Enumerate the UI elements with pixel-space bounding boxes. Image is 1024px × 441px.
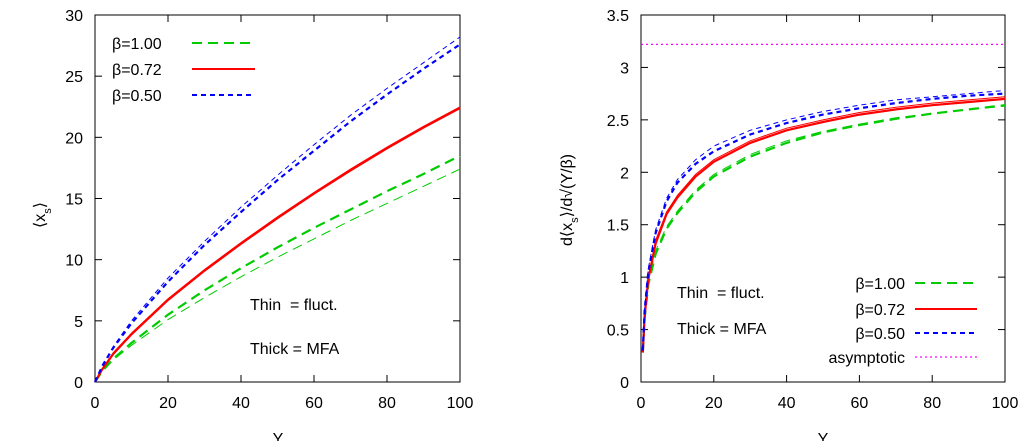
y-tick-label: 3.5 bbox=[607, 8, 629, 25]
legend-label-beta-0.50: β=0.50 bbox=[855, 326, 905, 343]
series-line-β-0.72-thick bbox=[641, 97, 1006, 353]
x-tick-label: 0 bbox=[637, 395, 646, 412]
y-tick-label: 3 bbox=[620, 60, 629, 77]
series-line-β-0.72-thin bbox=[642, 96, 1006, 351]
series-line-β-0.72-thick bbox=[94, 107, 461, 383]
y-tick-label: 0 bbox=[620, 375, 629, 392]
x-tick-label: 80 bbox=[923, 395, 941, 412]
y-tick-label: 25 bbox=[65, 69, 83, 86]
annotation-thin: Thin = fluct. bbox=[250, 297, 338, 314]
x-tick-label: 40 bbox=[778, 395, 796, 412]
y-tick-label: 15 bbox=[65, 192, 83, 209]
legend-label-beta-0.72: β=0.72 bbox=[855, 302, 905, 319]
y-tick-label: 5 bbox=[74, 314, 83, 331]
x-tick-label: 20 bbox=[159, 395, 177, 412]
y-tick-label: 0 bbox=[74, 375, 83, 392]
y-tick-label: 1 bbox=[620, 270, 629, 287]
right-chart: 0 20 40 60 80 100 0 0.5 1 1.5 2 2.5 3 3.5 d⟨xs⟩/d√(Y/… bbox=[559, 8, 1018, 441]
series-group bbox=[94, 36, 461, 383]
legend-label-beta-1.00: β=1.00 bbox=[112, 36, 162, 53]
y-tick-label: 20 bbox=[65, 130, 83, 147]
x-tick-label: 60 bbox=[305, 395, 323, 412]
y-tick-label: 0.5 bbox=[607, 323, 629, 340]
x-tick-label: 60 bbox=[851, 395, 869, 412]
y-axis-label: ⟨xs⟩ bbox=[32, 202, 54, 228]
x-tick-label: 40 bbox=[232, 395, 250, 412]
y-axis-label-subscript: s bbox=[569, 217, 581, 223]
tick-group: 0 20 40 60 80 100 0 5 10 15 20 25 30 bbox=[65, 8, 473, 412]
legend-label-beta-0.72: β=0.72 bbox=[112, 62, 162, 79]
legend-label-beta-0.50: β=0.50 bbox=[112, 88, 162, 105]
legend: β=1.00 β=0.72 β=0.50 bbox=[112, 36, 255, 105]
series-group bbox=[641, 43, 1006, 353]
y-axis-label-subscript: s bbox=[42, 208, 54, 214]
x-tick-label: 0 bbox=[91, 395, 100, 412]
y-tick-label: 2.5 bbox=[607, 113, 629, 130]
y-tick-label: 10 bbox=[65, 253, 83, 270]
y-axis-label: d⟨xs⟩/d√(Y/β) bbox=[559, 154, 581, 246]
x-axis-label: Y bbox=[273, 431, 284, 441]
series-line-β-1.00-thin bbox=[94, 168, 461, 383]
legend: β=1.00 β=0.72 β=0.50 asymptotic bbox=[829, 276, 977, 367]
legend-label-asymptotic: asymptotic bbox=[829, 350, 905, 367]
legend-label-beta-1.00: β=1.00 bbox=[855, 276, 905, 293]
series-line-β-1.00-thin bbox=[642, 105, 1006, 351]
y-tick-label: 1.5 bbox=[607, 218, 629, 235]
series-line-β-1.00-thick bbox=[641, 104, 1006, 353]
tick-group: 0 20 40 60 80 100 0 0.5 1 1.5 2 2.5 3 3.5 bbox=[607, 8, 1019, 412]
series-line-β-0.50-thick bbox=[94, 43, 461, 383]
y-tick-label: 2 bbox=[620, 165, 629, 182]
x-axis-label: Y bbox=[818, 431, 829, 441]
x-tick-label: 100 bbox=[992, 395, 1019, 412]
x-tick-label: 80 bbox=[378, 395, 396, 412]
annotation-thick: Thick = MFA bbox=[250, 341, 340, 358]
left-chart: 0 20 40 60 80 100 0 5 10 15 20 25 30 ⟨xs⟩ Y β=1.00 β… bbox=[32, 8, 473, 441]
series-line-β-0.50-thick bbox=[641, 92, 1006, 351]
annotation-thick: Thick = MFA bbox=[677, 321, 767, 338]
plot-frame bbox=[640, 14, 1006, 383]
x-tick-label: 100 bbox=[447, 395, 474, 412]
y-tick-label: 30 bbox=[65, 8, 83, 25]
annotation-thin: Thin = fluct. bbox=[677, 285, 765, 302]
x-tick-label: 20 bbox=[705, 395, 723, 412]
